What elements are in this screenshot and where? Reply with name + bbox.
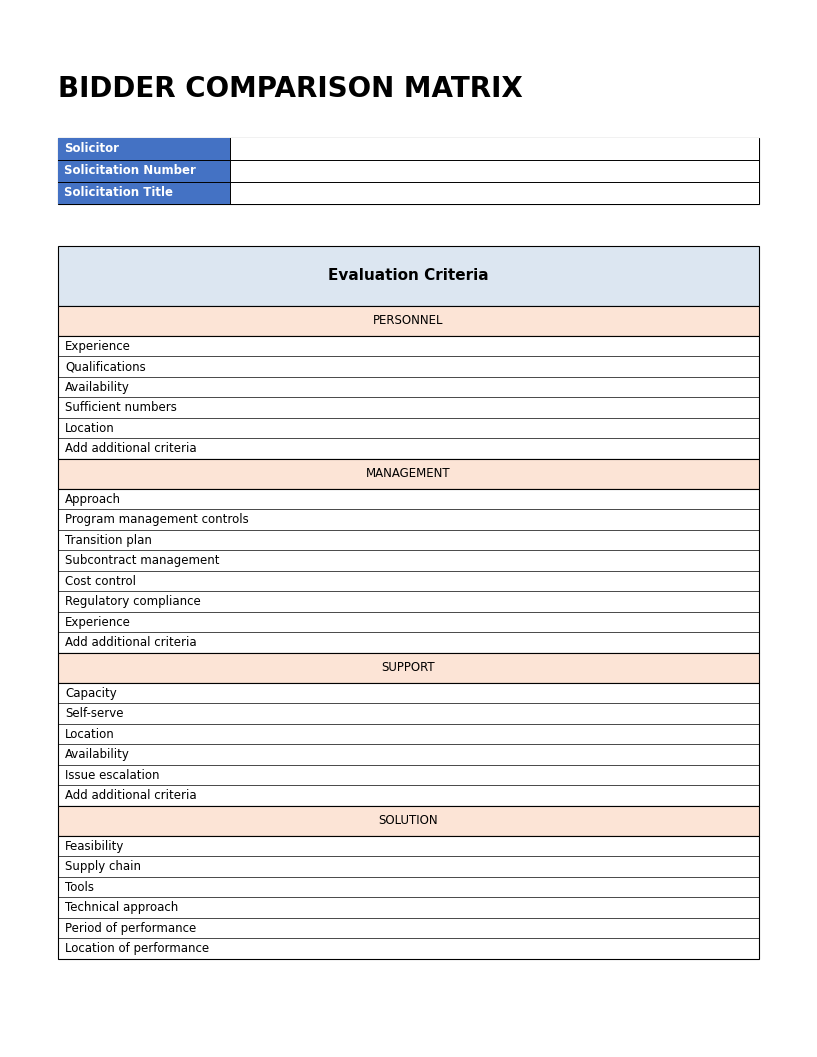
Text: Subcontract management: Subcontract management bbox=[65, 554, 220, 568]
Text: Feasibility: Feasibility bbox=[65, 839, 124, 853]
Text: Period of performance: Period of performance bbox=[65, 922, 196, 934]
Text: Tools: Tools bbox=[65, 880, 94, 894]
Text: MANAGEMENT: MANAGEMENT bbox=[366, 467, 451, 481]
Text: SOLUTION: SOLUTION bbox=[379, 815, 438, 828]
Text: Location of performance: Location of performance bbox=[65, 942, 209, 956]
Bar bbox=[230, 182, 759, 204]
Bar bbox=[58, 160, 230, 182]
Text: Add additional criteria: Add additional criteria bbox=[65, 636, 197, 649]
Bar bbox=[58, 683, 759, 806]
Text: Cost control: Cost control bbox=[65, 575, 136, 588]
Text: Supply chain: Supply chain bbox=[65, 860, 141, 873]
Bar bbox=[58, 459, 759, 489]
Text: Location: Location bbox=[65, 422, 114, 434]
Text: Transition plan: Transition plan bbox=[65, 534, 152, 546]
Text: Solicitor: Solicitor bbox=[64, 143, 119, 155]
Text: Availability: Availability bbox=[65, 381, 130, 394]
Text: PERSONNEL: PERSONNEL bbox=[373, 315, 444, 328]
Bar bbox=[230, 160, 759, 182]
Text: Location: Location bbox=[65, 728, 114, 741]
Text: Solicitation Number: Solicitation Number bbox=[64, 165, 196, 178]
Text: Approach: Approach bbox=[65, 493, 121, 505]
Bar bbox=[58, 305, 759, 336]
Text: SUPPORT: SUPPORT bbox=[382, 662, 435, 674]
Text: BIDDER COMPARISON MATRIX: BIDDER COMPARISON MATRIX bbox=[58, 75, 523, 103]
Text: Experience: Experience bbox=[65, 616, 131, 629]
Bar bbox=[58, 138, 759, 204]
Text: Add additional criteria: Add additional criteria bbox=[65, 790, 197, 802]
Bar bbox=[58, 336, 759, 459]
Bar bbox=[58, 806, 759, 836]
Text: Technical approach: Technical approach bbox=[65, 902, 178, 914]
Text: Capacity: Capacity bbox=[65, 687, 117, 700]
Text: Evaluation Criteria: Evaluation Criteria bbox=[328, 268, 489, 283]
Text: Qualifications: Qualifications bbox=[65, 360, 145, 373]
Bar bbox=[58, 182, 230, 204]
Bar bbox=[58, 653, 759, 683]
Text: Issue escalation: Issue escalation bbox=[65, 768, 159, 782]
Bar bbox=[230, 138, 759, 160]
Bar bbox=[58, 489, 759, 653]
Text: Add additional criteria: Add additional criteria bbox=[65, 442, 197, 456]
Bar bbox=[58, 246, 759, 305]
Text: Program management controls: Program management controls bbox=[65, 514, 248, 526]
Bar bbox=[58, 138, 230, 160]
Text: Availability: Availability bbox=[65, 748, 130, 761]
Text: Sufficient numbers: Sufficient numbers bbox=[65, 402, 176, 414]
Text: Experience: Experience bbox=[65, 339, 131, 353]
Bar bbox=[58, 836, 759, 959]
Text: Solicitation Title: Solicitation Title bbox=[64, 186, 173, 200]
Text: Regulatory compliance: Regulatory compliance bbox=[65, 595, 201, 608]
Text: Self-serve: Self-serve bbox=[65, 707, 123, 720]
